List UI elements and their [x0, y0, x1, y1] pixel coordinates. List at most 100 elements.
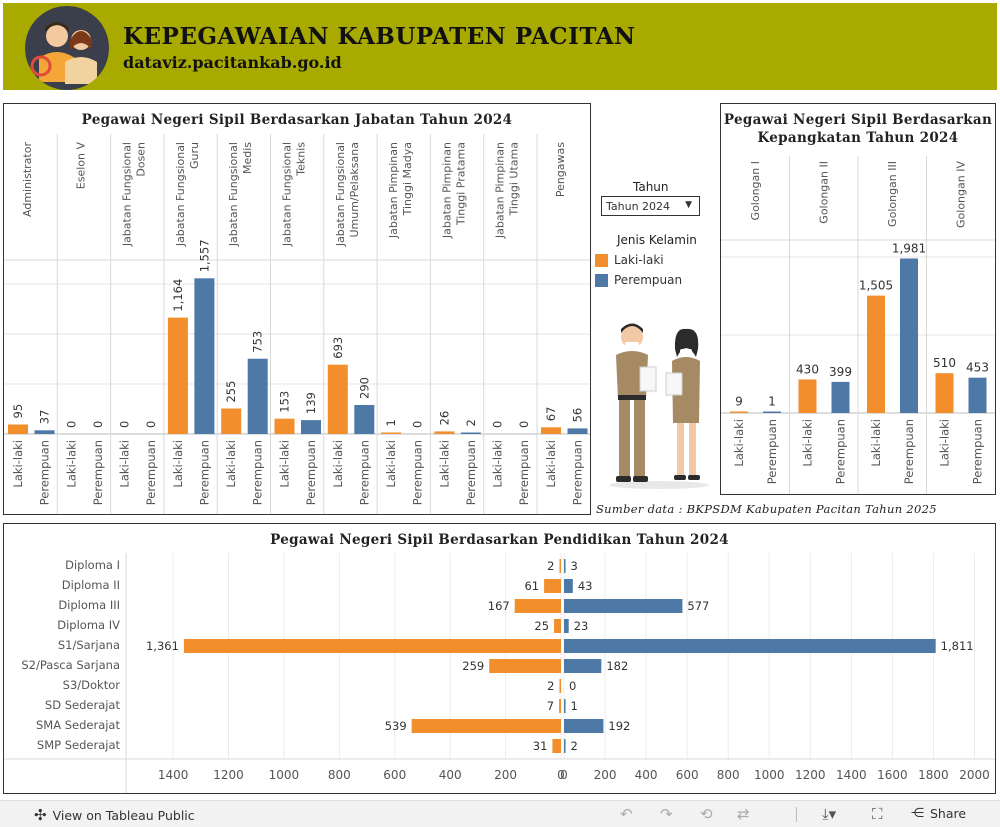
refresh-icon[interactable]: ⇄ [737, 805, 750, 823]
undo-icon[interactable]: ↶ [620, 805, 633, 823]
gender-tick-label: Perempuan [304, 440, 318, 505]
value-label: 37 [38, 410, 52, 425]
category-label: Diploma II [62, 578, 120, 592]
category-label: Jabatan Fungsional [334, 142, 347, 247]
x-tick-label: 800 [328, 768, 351, 782]
category-label: Diploma I [65, 558, 120, 572]
fullscreen-icon[interactable]: ⛶ [872, 805, 883, 823]
gender-tick-label: Laki-laki [732, 419, 746, 467]
bar [274, 418, 295, 434]
value-label: 0 [91, 421, 105, 428]
bar [867, 295, 885, 413]
year-filter-dropdown[interactable]: Tahun 2024 ▼ [601, 196, 700, 216]
bar [354, 405, 375, 434]
category-label: Jabatan Pimpinan [387, 142, 400, 239]
bar [564, 699, 566, 713]
category-label: Administrator [21, 142, 34, 217]
value-label: 23 [574, 619, 589, 633]
category-label: Golongan IV [955, 161, 968, 228]
category-label: S2/Pasca Sarjana [21, 658, 120, 672]
bar [564, 579, 573, 593]
x-tick-label: 600 [383, 768, 406, 782]
x-tick-label: 1200 [795, 768, 826, 782]
gender-tick-label: Perempuan [411, 440, 425, 505]
value-label: 56 [571, 408, 585, 423]
value-label: 1,981 [892, 241, 926, 255]
share-button[interactable]: ⋲ Share [911, 806, 966, 821]
gender-tick-label: Laki-laki [544, 440, 558, 488]
gender-tick-label: Perempuan [834, 419, 848, 484]
legend-item-male[interactable]: Laki-laki [595, 252, 664, 268]
category-label: Jabatan Fungsional [227, 142, 240, 247]
value-label: 399 [829, 365, 852, 379]
redo-icon[interactable]: ↷ [660, 805, 673, 823]
gender-tick-label: Laki-laki [331, 440, 345, 488]
pendidikan-chart: 1400 1200 1000 800 600 400 200 00 200 400 600 800 10… [4, 553, 995, 793]
value-label: 577 [687, 599, 709, 613]
value-label: 539 [385, 719, 407, 733]
tableau-logo-icon: ✣ [34, 806, 47, 824]
bar [968, 377, 987, 413]
bar [327, 364, 348, 434]
value-label: 2 [571, 739, 578, 753]
revert-icon[interactable]: ⟲ [700, 805, 713, 823]
kepangkatan-chart: Golongan I 9 Laki-laki 1 Perempuan Golongan I… [721, 156, 995, 494]
x-tick-label: 600 [676, 768, 699, 782]
gender-tick-label: Perempuan [197, 440, 211, 505]
view-on-tableau-link[interactable]: ✣ View on Tableau Public [34, 806, 195, 824]
value-label: 31 [533, 739, 548, 753]
value-label: 0 [569, 679, 576, 693]
value-label: 1 [571, 699, 578, 713]
x-tick-label: 400 [635, 768, 658, 782]
value-label: 2 [547, 559, 554, 573]
download-icon[interactable]: ⤓▾ [822, 805, 837, 823]
category-label: Golongan I [749, 161, 762, 220]
bar [900, 258, 918, 413]
gender-tick-label: Laki-laki [938, 419, 952, 467]
category-label: Jabatan Fungsional [121, 142, 134, 247]
category-label: SMA Sederajat [36, 718, 121, 732]
gender-tick-label: Perempuan [571, 440, 585, 505]
legend-item-female[interactable]: Perempuan [595, 272, 682, 288]
value-label: 0 [144, 421, 158, 428]
value-label: 1,505 [859, 279, 893, 293]
bar [541, 427, 561, 434]
gender-tick-label: Perempuan [517, 440, 531, 505]
bar [460, 432, 481, 434]
value-label: 1,557 [197, 239, 211, 272]
year-filter-label: Tahun [633, 180, 669, 194]
bar [559, 679, 561, 693]
category-label: S3/Doktor [63, 678, 121, 692]
gender-tick-label: Laki-laki [869, 419, 883, 467]
bar [564, 559, 566, 573]
gender-tick-label: Laki-laki [118, 440, 132, 488]
value-label: 0 [517, 421, 531, 428]
value-label: 0 [64, 421, 78, 428]
value-label: 0 [118, 421, 132, 428]
kepangkatan-chart-panel: Pegawai Negeri Sipil Berdasarkan Kepangk… [720, 103, 996, 495]
share-icon: ⋲ [911, 806, 924, 821]
gender-tick-label: Perempuan [357, 440, 371, 505]
value-label: 25 [534, 619, 549, 633]
gender-tick-label: Perempuan [91, 440, 105, 505]
bar [564, 719, 604, 733]
category-label: Diploma IV [57, 618, 120, 632]
category-label: Guru [188, 142, 201, 169]
gender-tick-label: Perempuan [464, 440, 478, 505]
bar [183, 639, 561, 653]
gender-tick-label: Perempuan [38, 440, 52, 505]
value-label: 26 [437, 411, 451, 426]
bar [247, 358, 268, 434]
value-label: 0 [411, 421, 425, 428]
category-label: Golongan II [818, 161, 831, 224]
gender-tick-label: Perempuan [902, 419, 916, 484]
category-label: Pengawas [554, 142, 567, 197]
toolbar-divider [796, 807, 797, 822]
category-label: Umum/Pelaksana [348, 142, 361, 238]
category-label: Jabatan Fungsional [174, 142, 187, 247]
bar [301, 420, 321, 434]
category-label: Golongan III [886, 161, 899, 227]
value-label: 1 [768, 395, 776, 409]
value-label: 255 [224, 381, 238, 403]
bar [221, 408, 242, 434]
